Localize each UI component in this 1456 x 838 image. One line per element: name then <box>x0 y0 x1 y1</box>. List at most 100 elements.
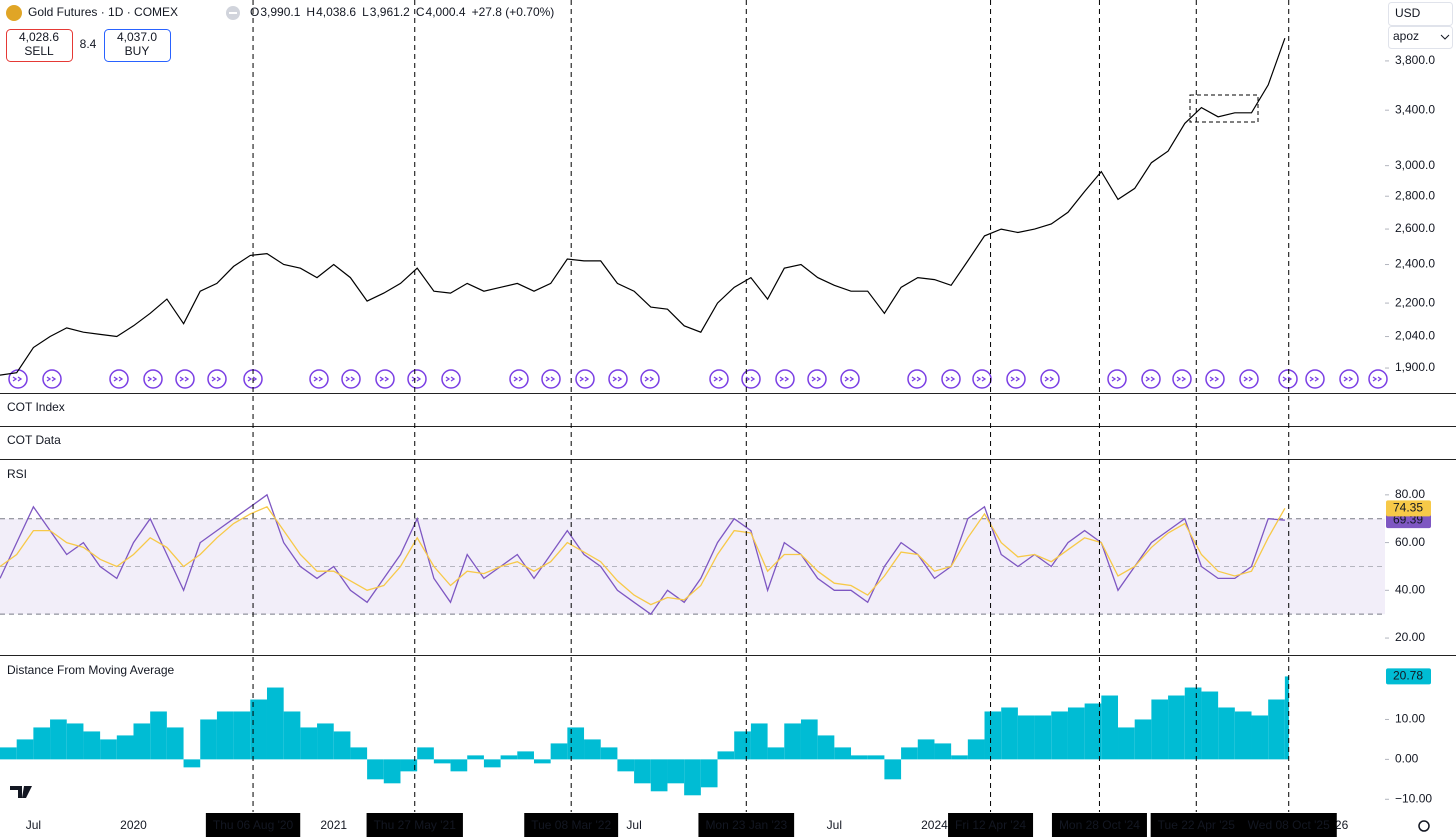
bar <box>116 735 134 760</box>
event-icon <box>407 369 427 389</box>
marker-label-box <box>948 813 1034 837</box>
header-text: L <box>362 5 369 19</box>
event-arrow <box>147 376 158 382</box>
y-tick-label: 2,200.0 <box>1395 295 1435 309</box>
bar <box>1067 707 1085 760</box>
range-box <box>1189 94 1259 123</box>
bar <box>1134 719 1152 760</box>
event-arrow <box>1010 376 1021 382</box>
sell-label: SELL <box>24 44 54 58</box>
event-icon <box>807 369 827 389</box>
buy-label: BUY <box>125 44 150 58</box>
event-arrow <box>1372 376 1383 382</box>
event-icon <box>309 369 329 389</box>
event-arrow <box>1243 376 1254 382</box>
bar <box>700 759 718 788</box>
marker-label: Wed 08 Oct '25 <box>1248 818 1330 832</box>
bar <box>1201 691 1219 760</box>
marker-label-box <box>366 813 463 837</box>
event-icon <box>441 369 461 389</box>
event-icon <box>109 369 129 389</box>
bar <box>317 723 334 760</box>
last-value-box <box>1386 668 1431 685</box>
marker-label-box <box>205 813 301 837</box>
header-text: 3,961.2 <box>370 5 410 19</box>
bar <box>33 727 51 760</box>
buy-button[interactable] <box>104 29 171 62</box>
bar <box>1218 707 1235 760</box>
series-line <box>0 505 1286 606</box>
marker-label-box <box>1051 813 1147 837</box>
marker-label-box <box>524 813 619 837</box>
marker-label: Thu 06 Aug '20 <box>213 818 294 832</box>
event-icon <box>1205 369 1225 389</box>
event-arrow <box>345 376 356 382</box>
bar <box>717 751 735 760</box>
bar <box>250 699 267 760</box>
marker-label-box <box>698 813 795 837</box>
header-text: 4,000.4 <box>426 5 466 19</box>
pane-title: Distance From Moving Average <box>7 663 175 677</box>
event-arrow <box>911 376 922 382</box>
y-tick-label: 2,800.0 <box>1395 188 1435 202</box>
y-tick-label: 10.00 <box>1395 712 1425 726</box>
x-tick-label: 2020 <box>120 818 147 832</box>
event-icon <box>175 369 195 389</box>
event-icon <box>143 369 163 389</box>
event-arrow <box>1145 376 1156 382</box>
y-tick-label: 1,900.0 <box>1395 360 1435 374</box>
pane-separator <box>0 426 1456 427</box>
pane-title: RSI <box>7 467 27 481</box>
event-icon <box>1006 369 1026 389</box>
bar <box>1101 695 1119 760</box>
event-icon <box>1239 369 1259 389</box>
bar <box>767 747 785 760</box>
event-icon <box>42 369 62 389</box>
sell-button[interactable] <box>6 29 73 62</box>
bar <box>333 731 351 760</box>
bar <box>667 759 685 784</box>
bar <box>150 711 167 760</box>
event-arrow <box>113 376 124 382</box>
bar <box>851 755 868 760</box>
bar <box>1268 699 1285 760</box>
event-arrow <box>379 376 390 382</box>
event-icon <box>1172 369 1192 389</box>
header-text: +27.8 (+0.70%) <box>472 5 555 19</box>
event-arrow <box>945 376 956 382</box>
y-tick-label: −10.00 <box>1395 791 1432 805</box>
marker-label-box <box>1240 813 1337 837</box>
event-icon <box>907 369 927 389</box>
bar <box>233 711 251 760</box>
event-icon <box>741 369 761 389</box>
y-tick-label: 2,600.0 <box>1395 221 1435 235</box>
bar <box>133 723 151 760</box>
bar <box>16 739 34 760</box>
event-icon <box>575 369 595 389</box>
bar <box>917 739 935 760</box>
settings-icon[interactable] <box>1418 820 1430 832</box>
event-arrow <box>811 376 822 382</box>
currency: USD <box>1395 6 1421 20</box>
y-tick-label: 3,800.0 <box>1395 53 1435 67</box>
event-icon <box>1278 369 1298 389</box>
y-tick-label: 3,400.0 <box>1395 102 1435 116</box>
bar <box>417 747 434 760</box>
event-arrow <box>1343 376 1354 382</box>
event-arrow <box>247 376 258 382</box>
event-arrow <box>313 376 324 382</box>
bar <box>266 687 284 760</box>
currency-select[interactable] <box>1388 2 1453 26</box>
event-arrow <box>1176 376 1187 382</box>
x-tick-label: 2021 <box>320 818 347 832</box>
event-icon <box>775 369 795 389</box>
event-icon <box>1368 369 1388 389</box>
layout-select[interactable] <box>1388 26 1453 49</box>
bar <box>617 759 635 772</box>
bar <box>867 755 885 760</box>
pane-separator <box>0 655 1456 656</box>
bar <box>934 743 952 760</box>
x-tick-label: 2024 <box>921 818 948 832</box>
y-tick-label: 2,400.0 <box>1395 257 1435 271</box>
layout-name: apoz <box>1393 29 1419 43</box>
